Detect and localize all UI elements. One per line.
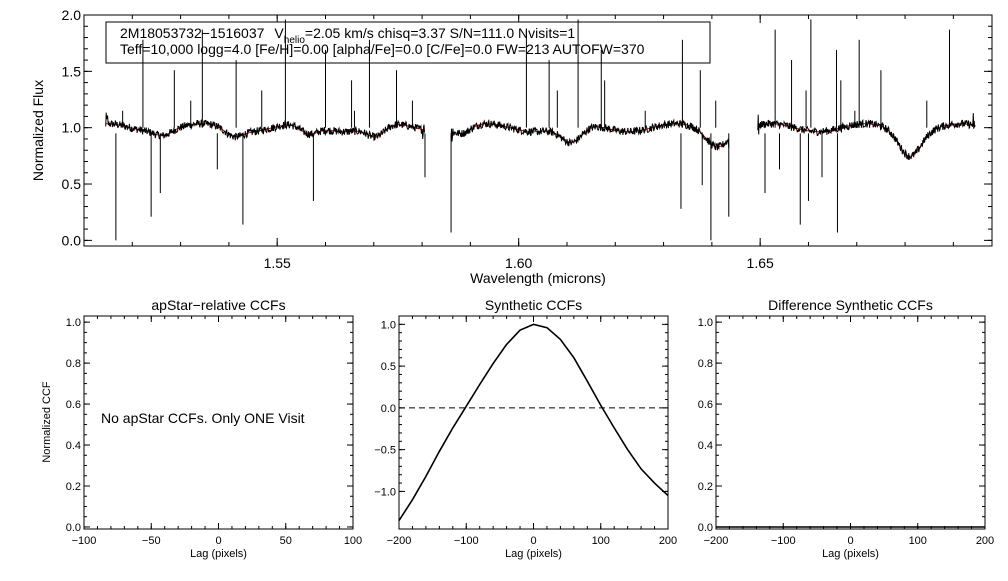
xtick-label: 1.55 <box>264 255 291 271</box>
difference-ccf-ticks <box>715 316 986 529</box>
ytick-label: 0.2 <box>698 481 713 493</box>
ytick-label: 0.6 <box>698 399 713 411</box>
xtick-label: −50 <box>142 535 161 547</box>
ytick-label: 1.0 <box>62 120 82 136</box>
xtick-label: 200 <box>659 535 677 547</box>
ytick-label: 1.0 <box>381 319 396 331</box>
ytick-label: −1.0 <box>374 486 396 498</box>
difference-ccf-title: Difference Synthetic CCFs <box>768 297 933 313</box>
xtick-label: 100 <box>592 535 610 547</box>
spectrum-ylabel: Normalized Flux <box>30 80 46 181</box>
xtick-label: 1.60 <box>505 255 532 271</box>
xtick-label: 0 <box>847 535 853 547</box>
xtick-label: −200 <box>704 535 729 547</box>
xtick-label: 0 <box>215 535 221 547</box>
difference-ccf-frame <box>715 315 986 530</box>
spectrum-ticks <box>83 14 992 246</box>
ytick-label: 0.0 <box>381 403 396 415</box>
ytick-label: 1.0 <box>698 317 713 329</box>
xtick-label: 200 <box>976 535 994 547</box>
difference-ccf-xtick-labels: −200 −100 0 100 200 <box>704 535 995 547</box>
spectrum-panel: 0.0 0.5 1.0 1.5 2.0 1.55 1.60 1.65 Wavelength … <box>30 7 993 286</box>
spectrum-ytick-labels: 0.0 0.5 1.0 1.5 2.0 <box>62 7 82 248</box>
ytick-label: 0.6 <box>66 399 81 411</box>
ytick-label: 0.4 <box>66 440 81 452</box>
apstar-ccf-ylabel: Normalized CCF <box>41 381 53 463</box>
ytick-label: −0.5 <box>374 445 396 457</box>
ytick-label: 0.5 <box>62 176 82 192</box>
info-v-subscript: helio <box>284 35 306 46</box>
synthetic-ccf-frame <box>398 315 669 530</box>
info-star-id: 2M18053732−1516037 <box>120 25 265 41</box>
spectrum-frame <box>83 14 993 247</box>
ytick-label: 0.4 <box>698 440 713 452</box>
synthetic-ccf-ticks <box>398 315 669 529</box>
info-line-1-rest: =2.05 km/s chisq=3.37 S/N=111.0 Nvisits=… <box>305 25 576 41</box>
ytick-label: 0.0 <box>698 522 713 534</box>
info-line-1: 2M18053732−1516037 Vhelio=2.05 km/s chisq… <box>120 25 575 46</box>
ytick-label: 0.0 <box>62 232 82 248</box>
spectrum-xlabel: Wavelength (microns) <box>470 270 606 286</box>
ytick-label: 1.0 <box>66 317 81 329</box>
info-v-symbol: V <box>274 25 284 41</box>
info-box <box>105 21 711 64</box>
difference-ccf-ytick-labels: 0.0 0.2 0.4 0.6 0.8 1.0 <box>698 317 713 534</box>
xtick-label: −200 <box>387 535 412 547</box>
synthetic-ccf-xlabel: Lag (pixels) <box>505 548 562 560</box>
difference-ccf-xlabel: Lag (pixels) <box>822 548 879 560</box>
ytick-label: 0.5 <box>381 361 396 373</box>
apstar-ccf-xtick-labels: −100 −50 0 50 100 <box>72 535 363 547</box>
xtick-label: 100 <box>909 535 927 547</box>
apstar-ccf-title: apStar−relative CCFs <box>151 297 285 313</box>
synthetic-ccf-panel: −1.0 −0.5 0.0 0.5 1.0 −200 −100 0 100 200 Synthe… <box>374 297 677 560</box>
ytick-label: 0.8 <box>66 358 81 370</box>
ytick-label: 2.0 <box>62 7 82 23</box>
xtick-label: −100 <box>454 535 479 547</box>
difference-ccf-panel: 0.0 0.2 0.4 0.6 0.8 1.0 −200 −100 0 100 200 Diffe… <box>698 297 994 560</box>
spectrum-xtick-labels: 1.55 1.60 1.65 <box>264 255 774 271</box>
info-line-2: Teff=10,000 logg=4.0 [Fe/H]=0.00 [alpha/… <box>120 41 645 57</box>
apstar-ccf-xlabel: Lag (pixels) <box>190 548 247 560</box>
ytick-label: 0.8 <box>698 358 713 370</box>
apstar-ccf-panel: 0.0 0.2 0.4 0.6 0.8 1.0 −100 −50 0 50 100 apStar−… <box>41 297 362 560</box>
synthetic-ccf-xtick-labels: −200 −100 0 100 200 <box>387 535 678 547</box>
synthetic-ccf-curve <box>398 323 669 522</box>
xtick-label: 50 <box>280 535 292 547</box>
synthetic-ccf-ytick-labels: −1.0 −0.5 0.0 0.5 1.0 <box>374 319 396 498</box>
synthetic-ccf-title: Synthetic CCFs <box>485 297 582 313</box>
ytick-label: 0.0 <box>66 522 81 534</box>
apstar-ccf-ytick-labels: 0.0 0.2 0.4 0.6 0.8 1.0 <box>66 317 81 534</box>
apstar-ccf-ticks <box>83 316 354 529</box>
ytick-label: 1.5 <box>62 63 82 79</box>
xtick-label: 0 <box>530 535 536 547</box>
ytick-label: 0.2 <box>66 481 81 493</box>
xtick-label: 100 <box>344 535 362 547</box>
xtick-label: −100 <box>771 535 796 547</box>
apstar-ccf-annotation: No apStar CCFs. Only ONE Visit <box>101 410 305 426</box>
xtick-label: −100 <box>72 535 97 547</box>
xtick-label: 1.65 <box>747 255 774 271</box>
